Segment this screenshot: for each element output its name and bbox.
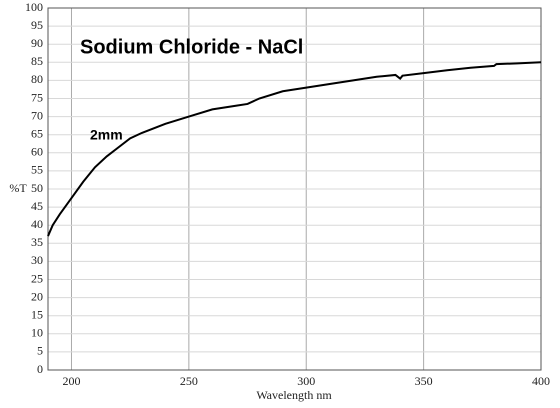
x-axis-label: Wavelength nm <box>256 388 332 402</box>
y-axis-label: %T <box>9 181 27 195</box>
y-tick-label: 25 <box>31 271 43 285</box>
x-tick-label: 300 <box>297 374 315 388</box>
y-tick-label: 30 <box>31 253 43 267</box>
y-tick-label: 0 <box>37 362 43 376</box>
y-tick-label: 45 <box>31 199 43 213</box>
y-tick-label: 5 <box>37 344 43 358</box>
y-tick-label: 85 <box>31 54 43 68</box>
y-tick-label: 65 <box>31 126 43 140</box>
y-tick-label: 10 <box>31 326 43 340</box>
y-tick-label: 80 <box>31 72 43 86</box>
x-tick-label: 350 <box>415 374 433 388</box>
y-tick-label: 15 <box>31 307 43 321</box>
y-tick-label: 75 <box>31 90 43 104</box>
y-tick-label: 35 <box>31 235 43 249</box>
annotation: 2mm <box>90 127 123 143</box>
y-tick-label: 50 <box>31 181 43 195</box>
x-tick-label: 250 <box>180 374 198 388</box>
y-tick-label: 20 <box>31 289 43 303</box>
x-tick-label: 400 <box>532 374 550 388</box>
plot-frame <box>47 7 542 371</box>
y-tick-label: 90 <box>31 36 43 50</box>
y-tick-label: 95 <box>31 18 43 32</box>
y-tick-label: 55 <box>31 163 43 177</box>
chart-title: Sodium Chloride - NaCl <box>80 36 303 58</box>
y-tick-label: 60 <box>31 145 43 159</box>
y-tick-label: 40 <box>31 217 43 231</box>
y-tick-label: 100 <box>25 0 43 14</box>
y-tick-label: 70 <box>31 108 43 122</box>
data-line <box>47 61 542 237</box>
x-tick-label: 200 <box>62 374 80 388</box>
